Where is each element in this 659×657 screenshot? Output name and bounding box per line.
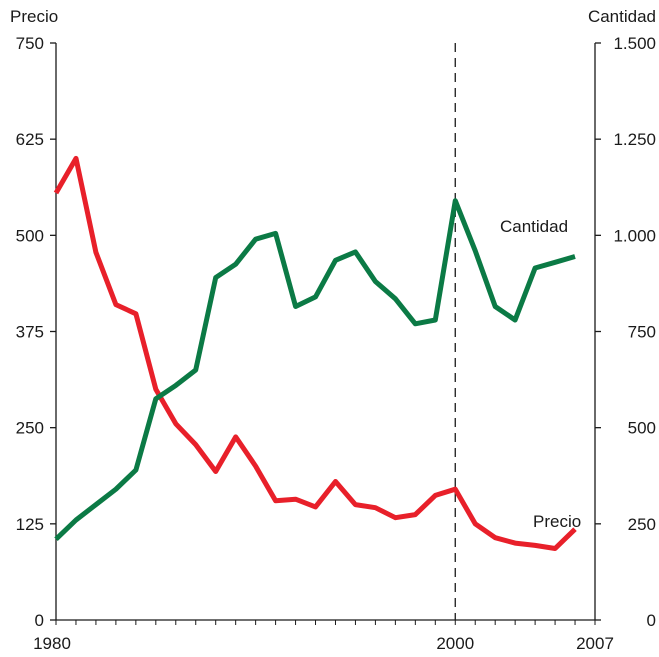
right-tick-label-250: 250 bbox=[628, 515, 656, 534]
series-line-precio bbox=[53, 155, 577, 551]
left-tick-label-500: 500 bbox=[16, 226, 44, 245]
series-group bbox=[53, 155, 577, 551]
left-tick-label-125: 125 bbox=[16, 515, 44, 534]
right-tick-label-0: 0 bbox=[647, 611, 656, 630]
left-tick-label-0: 0 bbox=[35, 611, 44, 630]
left-tick-label-250: 250 bbox=[16, 419, 44, 438]
right-axis-title: Cantidad bbox=[588, 7, 656, 26]
series-label-precio: Precio bbox=[533, 512, 581, 531]
right-tick-label-750: 750 bbox=[628, 323, 656, 342]
right-tick-label-1500: 1.500 bbox=[613, 34, 656, 53]
x-tick-label-1980: 1980 bbox=[33, 634, 71, 653]
left-tick-label-625: 625 bbox=[16, 130, 44, 149]
left-tick-label-750: 750 bbox=[16, 34, 44, 53]
right-tick-label-1250: 1.250 bbox=[613, 130, 656, 149]
left-tick-label-375: 375 bbox=[16, 323, 44, 342]
left-axis-title: Precio bbox=[10, 7, 58, 26]
x-tick-label-2000: 2000 bbox=[436, 634, 474, 653]
series-label-cantidad: Cantidad bbox=[500, 217, 568, 236]
x-tick-label-2007: 2007 bbox=[576, 634, 614, 653]
right-tick-label-1000: 1.000 bbox=[613, 226, 656, 245]
series-line-cantidad bbox=[54, 198, 576, 542]
right-tick-label-500: 500 bbox=[628, 419, 656, 438]
axes: 0 125 250 375 500 625 750 0 250 500 750 1.000 1.250 1… bbox=[16, 34, 656, 653]
